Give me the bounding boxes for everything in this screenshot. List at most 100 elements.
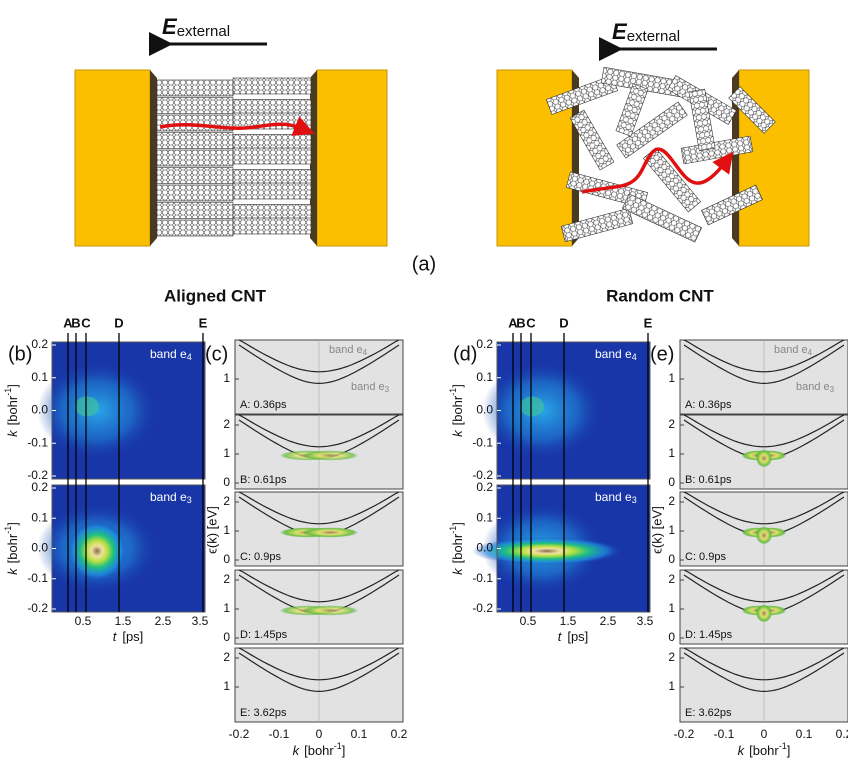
energy-tick-label: 2 <box>223 650 230 664</box>
nanotube <box>156 184 234 202</box>
energy-tick-label: 0 <box>668 630 675 644</box>
time-marker: C <box>526 315 536 330</box>
energy-tick-label: 2 <box>668 494 675 508</box>
panel-label: (a) <box>412 253 436 275</box>
band-curve <box>683 647 845 681</box>
band-curve <box>238 344 400 385</box>
k-unit-sup: -1 <box>334 741 342 751</box>
k-tick-label: 0.1 <box>796 727 813 741</box>
k-unit-end: ] <box>450 384 465 388</box>
band-text: band e <box>595 490 632 504</box>
k-tick-label: -0.1 <box>714 727 735 741</box>
t-tick-label: 3.5 <box>192 614 209 628</box>
band-label: band e4 <box>329 344 368 357</box>
snapshot-label: A: 0.36ps <box>685 399 732 411</box>
nanotube <box>156 132 234 149</box>
energy-tick-label: 2 <box>668 417 675 431</box>
band-curve <box>683 652 845 693</box>
nanotube <box>232 77 312 95</box>
energy-tick-label: 1 <box>223 601 230 615</box>
energy-tick-label: 2 <box>223 417 230 431</box>
k-tick-label: -0.1 <box>269 727 290 741</box>
k-tick-label: -0.1 <box>472 571 493 585</box>
k-unit: [bohr <box>304 743 334 758</box>
band-label: band e3 <box>595 490 637 505</box>
k-axis-label: k[bohr-1] <box>448 522 465 575</box>
nanotube <box>156 97 234 114</box>
k-unit-sup: -1 <box>448 526 458 534</box>
transport-path <box>159 116 315 136</box>
k-unit: [bohr <box>450 395 465 425</box>
t-unit: [ps] <box>567 629 588 644</box>
k-unit-end: ] <box>342 743 346 758</box>
k-axis-label: k[bohr-1] <box>738 741 791 758</box>
band-text: band e <box>796 381 830 393</box>
energy-tick-label: 0 <box>668 475 675 489</box>
electrode <box>316 69 388 247</box>
field-subscript: external <box>177 23 230 40</box>
k-symbol: k <box>450 429 465 437</box>
k-unit-sup: -1 <box>779 741 787 751</box>
k-symbol: k <box>5 567 20 575</box>
band-curve <box>683 344 845 385</box>
heatmap-intensity <box>520 396 544 417</box>
energy-tick-label: 1 <box>223 679 230 693</box>
band-sub: 4 <box>632 352 637 362</box>
energy-tick-label: 1 <box>223 446 230 460</box>
heatmap-intensity <box>75 396 99 417</box>
energy-tick-label: 2 <box>223 494 230 508</box>
energy-tick-label: 0 <box>668 552 675 566</box>
t-tick-label: 0.5 <box>520 614 537 628</box>
band-sub: 3 <box>385 385 390 394</box>
electrode <box>74 69 151 247</box>
nanotube <box>615 83 649 137</box>
k-tick-label: 0.2 <box>476 337 493 351</box>
time-marker: D <box>559 315 568 330</box>
k-tick-label: -0.2 <box>472 468 493 482</box>
column-title: Random CNT <box>606 286 714 305</box>
panel-label: (b) <box>8 343 32 365</box>
population <box>302 450 359 461</box>
nanotube <box>232 147 312 165</box>
time-marker: E <box>199 315 208 330</box>
energy-tick-label: 1 <box>668 523 675 537</box>
heatmap-intensity <box>67 521 127 582</box>
band-text: band e <box>329 344 363 356</box>
panel-label: (d) <box>453 343 477 365</box>
k-axis-label: k[bohr-1] <box>3 384 20 437</box>
energy-axis-label: ϵ(k) [eV] <box>649 506 664 554</box>
transport-path <box>581 147 734 194</box>
k-symbol: k <box>293 743 301 758</box>
time-marker: A <box>63 315 73 330</box>
k-tick-label: 0 <box>316 727 323 741</box>
k-unit-end: ] <box>450 522 465 526</box>
k-unit-sup: -1 <box>3 526 13 534</box>
band-curve <box>683 414 845 448</box>
band-curve <box>238 652 400 693</box>
k-axis-label: k[bohr-1] <box>293 741 346 758</box>
band-label: band e4 <box>595 347 637 362</box>
t-tick-label: 2.5 <box>600 614 617 628</box>
k-unit-end: ] <box>5 384 20 388</box>
snapshot-label: B: 0.61ps <box>685 474 732 486</box>
k-tick-label: 0.0 <box>476 403 493 417</box>
k-tick-label: 0.2 <box>31 480 48 494</box>
nanotube <box>560 207 634 243</box>
k-tick-label: -0.2 <box>27 468 48 482</box>
k-tick-label: 0.2 <box>476 480 493 494</box>
band-label: band e4 <box>774 344 813 357</box>
energy-tick-label: 2 <box>668 572 675 586</box>
band-label: band e3 <box>351 381 390 394</box>
k-tick-label: -0.1 <box>472 435 493 449</box>
k-symbol: k <box>450 567 465 575</box>
energy-tick-label: 0 <box>223 475 230 489</box>
nanotube <box>156 149 234 167</box>
energy-axis-label: ϵ(k) [eV] <box>204 506 219 554</box>
energy-tick-label: 1 <box>668 446 675 460</box>
band-curve <box>238 491 400 525</box>
band-sub: 4 <box>187 352 192 362</box>
t-tick-label: 2.5 <box>155 614 172 628</box>
band-sub: 4 <box>363 348 368 357</box>
band-curve <box>238 647 400 681</box>
